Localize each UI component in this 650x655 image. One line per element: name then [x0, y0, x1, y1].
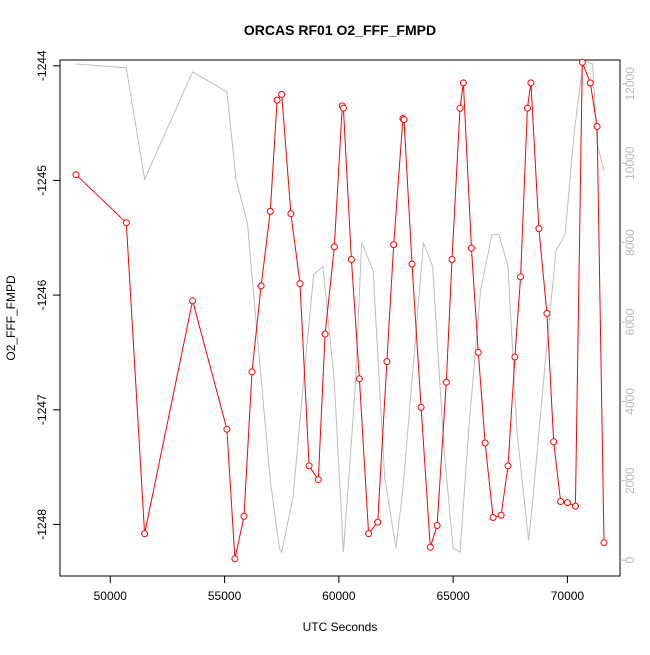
data-point	[497, 511, 505, 519]
data-point	[600, 539, 608, 547]
y2-tick-label: 0	[623, 556, 637, 563]
axes-layer: 50000 55000 60000 65000 70000-1248-1247-1246…	[35, 50, 637, 603]
data-point	[223, 425, 231, 433]
data-point	[433, 522, 441, 529]
x-tick-label: 55000	[208, 589, 242, 603]
data-point	[72, 171, 80, 179]
data-point	[550, 438, 558, 446]
data-point	[504, 462, 512, 470]
primary-series-line	[75, 62, 605, 559]
data-point	[442, 378, 450, 386]
data-point	[489, 514, 497, 521]
data-point	[586, 79, 594, 87]
x-axis-label: UTC Seconds	[303, 620, 378, 634]
data-point	[408, 260, 416, 268]
data-point	[593, 123, 601, 130]
data-point	[248, 368, 256, 376]
data-point	[314, 476, 322, 484]
y-tick-label: -1246	[35, 279, 49, 310]
data-point	[448, 256, 456, 263]
data-point	[305, 462, 313, 470]
data-point	[517, 273, 525, 281]
data-point	[557, 498, 565, 505]
data-point	[474, 348, 482, 356]
data-point	[339, 104, 347, 112]
data-point	[141, 530, 149, 538]
data-point	[189, 297, 197, 305]
data-point	[467, 244, 475, 252]
x-tick-label: 70000	[551, 589, 585, 603]
data-point	[535, 225, 543, 233]
y2-tick-label: 12000	[623, 67, 637, 101]
data-point	[456, 104, 464, 112]
y2-tick-label: 4000	[623, 388, 637, 415]
data-point	[400, 116, 408, 124]
chart-title: ORCAS RF01 O2_FFF_FMPD	[244, 22, 436, 38]
data-point	[365, 530, 373, 538]
y2-tick-label: 6000	[623, 308, 637, 335]
data-point	[523, 104, 531, 112]
plot-frame	[59, 59, 621, 577]
data-point	[459, 79, 467, 87]
data-point	[231, 555, 239, 563]
data-point	[578, 58, 586, 66]
y-tick-label: -1248	[35, 509, 49, 540]
data-point	[481, 439, 489, 447]
y-axis-label: O2_FFF_FMPD	[4, 275, 18, 361]
data-point	[347, 256, 355, 263]
x-tick-label: 50000	[94, 589, 128, 603]
data-point	[321, 330, 329, 338]
data-point	[390, 241, 398, 249]
data-point	[296, 280, 304, 288]
data-point	[257, 282, 265, 290]
y-tick-label: -1244	[35, 50, 49, 81]
data-point	[287, 210, 295, 218]
data-point	[278, 90, 286, 98]
data-point	[374, 518, 382, 526]
y2-tick-label: 2000	[623, 467, 637, 494]
data-point	[511, 353, 519, 361]
data-point	[122, 219, 130, 227]
x-tick-label: 65000	[436, 589, 470, 603]
data-point	[527, 79, 535, 87]
x-tick-label: 60000	[322, 589, 356, 603]
data-point	[266, 207, 274, 215]
data-point	[543, 309, 551, 317]
data-point	[240, 512, 248, 520]
y-tick-label: -1247	[35, 394, 49, 425]
secondary-series-line	[75, 59, 605, 554]
data-point	[330, 243, 338, 251]
y2-tick-label: 8000	[623, 229, 637, 256]
series-layer	[72, 58, 608, 563]
data-point	[355, 375, 363, 383]
y2-tick-label: 10000	[623, 146, 637, 180]
y-tick-label: -1245	[35, 165, 49, 196]
data-point	[273, 96, 281, 104]
data-point	[426, 543, 434, 551]
data-point	[563, 499, 571, 507]
data-point	[571, 502, 579, 510]
data-point	[383, 358, 391, 366]
data-point	[417, 403, 425, 411]
